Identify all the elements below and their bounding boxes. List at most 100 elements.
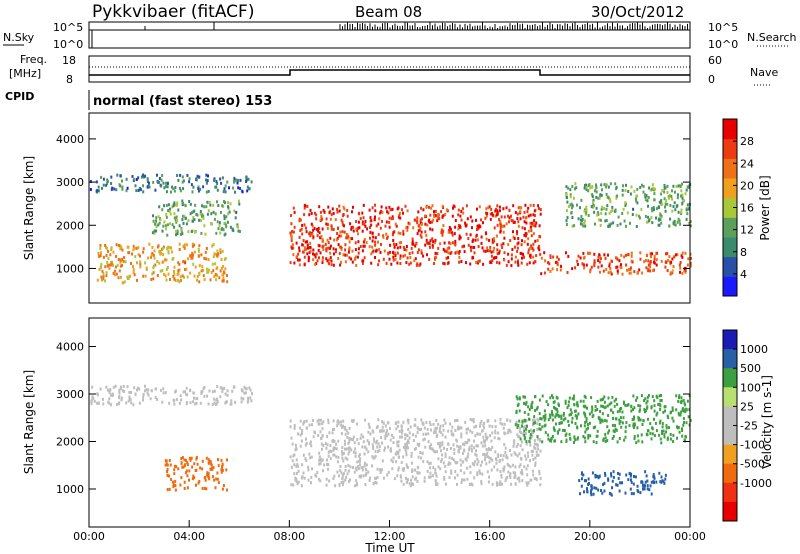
echo-cell	[624, 491, 627, 495]
echo-cell	[382, 257, 385, 261]
echo-cell	[522, 252, 525, 256]
echo-cell	[156, 398, 159, 401]
echo-cell	[544, 431, 547, 435]
echo-cell	[527, 405, 530, 409]
echo-cell	[602, 405, 604, 408]
echo-cell	[609, 267, 612, 270]
echo-cell	[184, 458, 187, 462]
echo-cell	[611, 205, 614, 209]
echo-cell	[519, 463, 522, 467]
echo-cell	[108, 390, 111, 394]
echo-cell	[581, 477, 583, 481]
echo-cell	[603, 481, 606, 485]
echo-cell	[571, 206, 573, 210]
echo-cell	[585, 188, 588, 192]
echo-cell	[374, 240, 377, 244]
echo-cell	[366, 439, 369, 443]
echo-cell	[344, 456, 347, 460]
echo-cell	[208, 200, 211, 204]
echo-cell	[350, 226, 353, 229]
echo-cell	[595, 486, 598, 490]
echo-cell	[476, 432, 479, 436]
echo-cell	[472, 420, 475, 424]
echo-cell	[429, 213, 432, 217]
echo-cell	[484, 432, 487, 436]
echo-cell	[466, 217, 469, 221]
echo-cell	[290, 483, 293, 487]
echo-cell	[298, 235, 301, 239]
echo-cell	[418, 228, 421, 232]
echo-cell	[105, 254, 108, 257]
echo-cell	[532, 449, 535, 453]
echo-cell	[384, 446, 386, 450]
echo-cell	[296, 463, 299, 466]
echo-cell	[502, 207, 505, 211]
echo-cell	[374, 203, 376, 207]
echo-cell	[498, 261, 501, 265]
echo-cell	[144, 174, 147, 178]
echo-cell	[150, 255, 153, 259]
echo-cell	[142, 173, 145, 177]
echo-cell	[672, 440, 675, 443]
echo-cell	[437, 465, 440, 469]
echo-cell	[659, 213, 662, 217]
echo-cell	[658, 200, 661, 204]
echo-cell	[361, 249, 364, 253]
echo-cell	[248, 187, 250, 191]
echo-cell	[438, 427, 441, 431]
echo-cell	[183, 275, 185, 279]
echo-cell	[123, 256, 126, 259]
echo-cell	[518, 419, 521, 423]
echo-cell	[183, 214, 186, 218]
echo-cell	[409, 484, 412, 488]
echo-cell	[171, 205, 174, 209]
echo-cell	[603, 418, 606, 422]
echo-cell	[328, 262, 331, 266]
colorbar-tick-label: 28	[740, 135, 754, 148]
echo-cell	[440, 460, 443, 464]
echo-cell	[299, 433, 302, 437]
echo-cell	[493, 256, 496, 260]
echo-cell	[665, 424, 668, 428]
echo-cell	[573, 409, 576, 413]
echo-cell	[496, 468, 499, 472]
echo-cell	[681, 427, 683, 431]
echo-cell	[496, 252, 499, 256]
echo-cell	[469, 262, 472, 266]
echo-cell	[174, 203, 177, 207]
echo-cell	[112, 385, 115, 389]
echo-cell	[318, 451, 321, 455]
echo-cell	[434, 426, 437, 430]
echo-cell	[294, 476, 297, 480]
echo-cell	[488, 456, 491, 460]
echo-cell	[153, 249, 156, 253]
echo-cell	[108, 401, 111, 405]
echo-cell	[531, 246, 534, 250]
echo-cell	[422, 438, 425, 442]
echo-cell	[514, 260, 517, 264]
echo-cell	[358, 463, 361, 467]
echo-cell	[293, 225, 296, 229]
echo-cell	[495, 234, 498, 238]
echo-cell	[447, 429, 450, 433]
echo-cell	[354, 241, 357, 245]
echo-cell	[554, 406, 557, 410]
echo-cell	[671, 406, 674, 410]
echo-cell	[378, 259, 380, 263]
echo-cell	[361, 229, 364, 233]
echo-cell	[684, 251, 687, 255]
echo-cell	[594, 408, 597, 412]
echo-cell	[598, 416, 601, 420]
echo-cell	[179, 275, 182, 279]
echo-cell	[548, 262, 551, 266]
echo-cell	[627, 190, 630, 193]
echo-cell	[217, 481, 220, 485]
echo-cell	[159, 252, 162, 256]
echo-cell	[183, 243, 186, 247]
echo-cell	[620, 266, 623, 270]
echo-cell	[406, 209, 409, 213]
echo-cell	[510, 482, 513, 486]
echo-cell	[503, 215, 506, 219]
echo-cell	[549, 256, 552, 259]
echo-cell	[443, 249, 446, 253]
